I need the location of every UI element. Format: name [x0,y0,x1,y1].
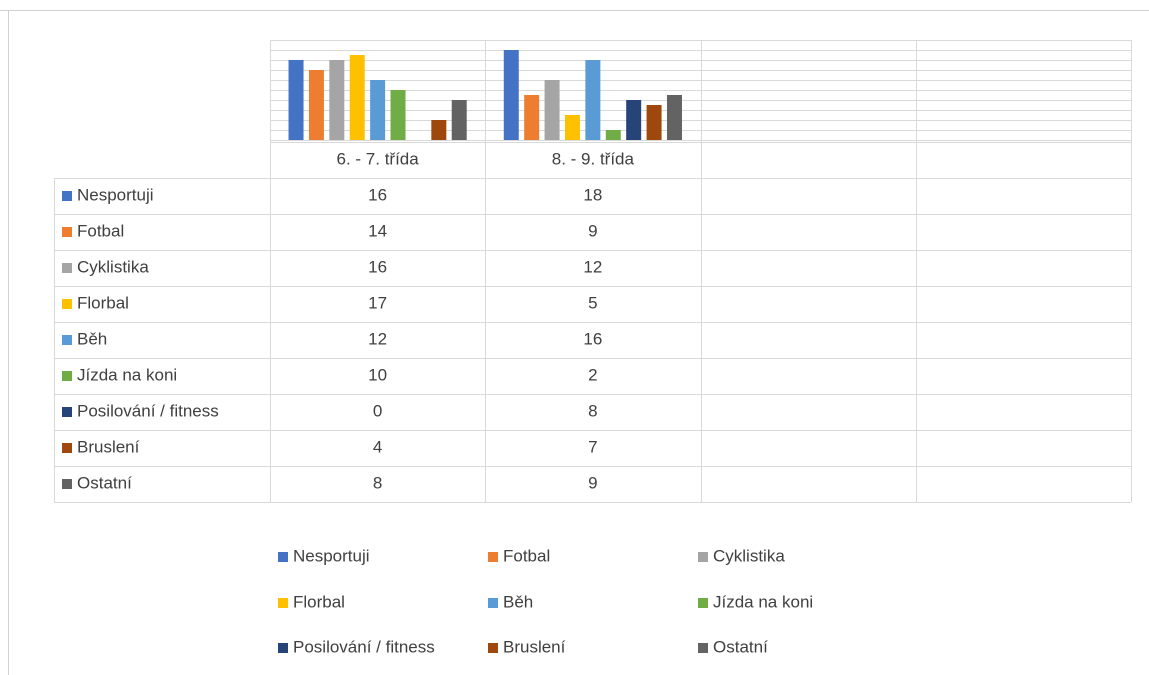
legend-label: Ostatní [713,637,768,656]
table-value: 7 [588,437,597,456]
bar [524,95,540,140]
bar [666,95,682,140]
legend-key [488,552,498,562]
legend-key [488,643,498,653]
bar [308,70,324,140]
legend-label: Posilování / fitness [293,637,435,656]
table-value: 5 [588,293,597,312]
table-legend-key [62,263,72,273]
category-label: 8. - 9. třída [552,149,635,168]
legend-key [698,643,708,653]
table-value: 9 [588,221,597,240]
series-label: Florbal [77,293,129,312]
series-label: Fotbal [77,221,124,240]
table-value: 10 [368,365,387,384]
table-legend-key [62,479,72,489]
legend-label: Běh [503,592,533,611]
bar [626,100,642,140]
bar [329,60,345,140]
table-legend-key [62,191,72,201]
table-legend-key [62,299,72,309]
bar [605,130,621,140]
bar [431,120,447,140]
table-value: 0 [373,401,382,420]
series-label: Nesportuji [77,185,154,204]
legend-key [488,598,498,608]
legend-key [698,598,708,608]
bar [370,80,386,140]
table-legend-key [62,335,72,345]
legend-label: Bruslení [503,637,566,656]
legend-label: Florbal [293,592,345,611]
table-value: 14 [368,221,387,240]
table-value: 9 [588,473,597,492]
legend-key [278,643,288,653]
table-value: 12 [368,329,387,348]
legend-label: Fotbal [503,546,550,565]
table-value: 16 [368,185,387,204]
bar [585,60,601,140]
table-value: 12 [583,257,602,276]
legend-label: Cyklistika [713,546,785,565]
table-value: 17 [368,293,387,312]
legend-label: Jízda na koni [713,592,813,611]
frame [0,10,1149,675]
bar [646,105,662,140]
table-legend-key [62,371,72,381]
series-label: Bruslení [77,437,140,456]
series-label: Jízda na koni [77,365,177,384]
bar [503,50,519,140]
table-value: 16 [583,329,602,348]
table-value: 8 [588,401,597,420]
bar [451,100,467,140]
legend-label: Nesportuji [293,546,370,565]
table-value: 16 [368,257,387,276]
table-legend-key [62,443,72,453]
legend-key [698,552,708,562]
table-value: 2 [588,365,597,384]
category-label: 6. - 7. třída [337,149,420,168]
table-legend-key [62,227,72,237]
series-label: Běh [77,329,107,348]
bar [390,90,406,140]
legend-key [278,598,288,608]
bar [564,115,580,140]
table-value: 4 [373,437,382,456]
series-label: Ostatní [77,473,132,492]
table-value: 18 [583,185,602,204]
bar [288,60,304,140]
legend-key [278,552,288,562]
bar [349,55,365,140]
table-value: 8 [373,473,382,492]
bar [544,80,560,140]
series-label: Posilování / fitness [77,401,219,420]
table-legend-key [62,407,72,417]
series-label: Cyklistika [77,257,149,276]
